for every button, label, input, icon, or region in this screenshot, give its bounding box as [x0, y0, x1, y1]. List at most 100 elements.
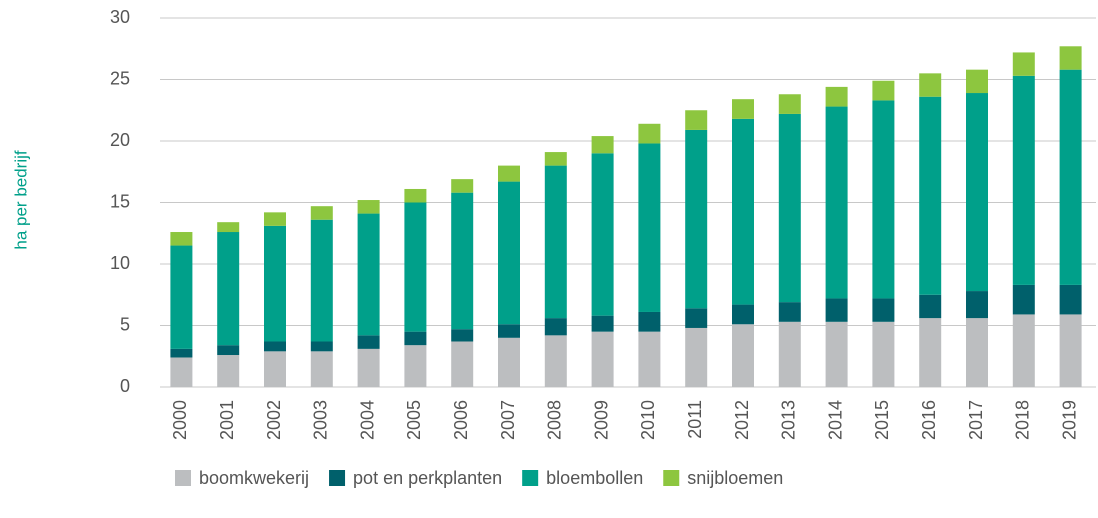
bar-segment — [1012, 284, 1035, 315]
bar-segment — [872, 80, 895, 101]
bar-segment — [498, 181, 520, 325]
y-tick-label: 5 — [120, 314, 130, 334]
bar-segment — [591, 153, 614, 316]
bar-segment — [778, 113, 801, 303]
bar-segment — [919, 96, 942, 295]
x-tick-label: 2018 — [1013, 400, 1033, 440]
bar-segment — [591, 136, 614, 154]
bar-segment — [357, 213, 380, 336]
bar-segment — [638, 331, 661, 387]
bar-segment — [498, 324, 520, 338]
bar-segment — [685, 129, 708, 309]
bar-segment — [357, 200, 380, 214]
bar-segment — [544, 152, 567, 166]
bar-segment — [872, 298, 895, 322]
bar-segment — [638, 123, 661, 144]
legend-swatch — [175, 470, 191, 486]
bar-segment — [825, 106, 848, 299]
legend-swatch — [663, 470, 680, 486]
bar-segment — [872, 100, 895, 299]
bar-segment — [264, 351, 286, 387]
x-tick-label: 2002 — [264, 400, 284, 440]
x-tick-label: 2012 — [732, 400, 752, 440]
bar-segment — [451, 192, 474, 330]
bar-segment — [685, 308, 708, 328]
legend-label: pot en perkplanten — [353, 468, 502, 488]
y-tick-label: 20 — [110, 130, 130, 150]
bar-segment — [1012, 75, 1035, 285]
bar-segment — [404, 188, 427, 203]
y-tick-label: 15 — [110, 191, 130, 211]
bar-segment — [357, 348, 380, 387]
bar-segment — [310, 206, 333, 220]
x-tick-label: 2004 — [357, 400, 377, 440]
bar-segment — [451, 329, 474, 342]
bar-segment — [404, 331, 427, 346]
x-tick-label: 2001 — [217, 400, 237, 440]
x-tick-label: 2006 — [451, 400, 471, 440]
y-tick-label: 10 — [110, 253, 130, 273]
bar-segment — [591, 331, 614, 387]
bar-segment — [732, 304, 754, 325]
y-tick-label: 30 — [110, 7, 130, 27]
bar-segment — [170, 232, 193, 246]
bar-segment — [310, 341, 333, 352]
bar-segment — [217, 345, 240, 356]
x-tick-label: 2008 — [545, 400, 565, 440]
bar-segment — [544, 318, 567, 336]
bar-segment — [1059, 46, 1082, 70]
bar-segment — [1059, 69, 1082, 285]
bar-segment — [966, 291, 988, 319]
bar-segment — [264, 225, 286, 342]
bar-segment — [451, 341, 474, 387]
bar-segment — [966, 93, 988, 292]
bar-segment — [685, 110, 708, 130]
x-tick-label: 2011 — [685, 400, 705, 439]
bar-segment — [264, 341, 286, 352]
x-tick-label: 2010 — [638, 400, 658, 440]
y-axis-label: ha per bedrijf — [11, 150, 30, 250]
bar-segment — [778, 321, 801, 387]
bar-segment — [966, 318, 988, 387]
bar-segment — [404, 202, 427, 332]
bar-segment — [498, 165, 520, 182]
x-tick-label: 2009 — [591, 400, 611, 440]
bar-segment — [310, 219, 333, 342]
bar-segment — [1012, 314, 1035, 387]
bar-segment — [825, 298, 848, 322]
x-tick-label: 2014 — [825, 400, 845, 440]
bar-segment — [264, 212, 286, 226]
x-tick-label: 2013 — [779, 400, 799, 440]
x-tick-label: 2016 — [919, 400, 939, 440]
bar-segment — [732, 324, 754, 387]
bar-segment — [170, 245, 193, 349]
bar-segment — [778, 94, 801, 114]
bar-segment — [170, 357, 193, 387]
bar-segment — [638, 311, 661, 332]
bar-segment — [170, 348, 193, 358]
y-tick-label: 0 — [120, 376, 130, 396]
bar-segment — [357, 335, 380, 349]
bar-segment — [919, 318, 942, 387]
bar-segment — [732, 118, 754, 305]
x-tick-label: 2007 — [498, 400, 518, 440]
bar-segment — [217, 232, 240, 346]
x-tick-label: 2003 — [311, 400, 331, 440]
bar-segment — [1059, 314, 1082, 387]
legend-label: snijbloemen — [687, 468, 783, 488]
x-tick-label: 2017 — [966, 400, 986, 440]
bar-segment — [872, 321, 895, 387]
legend-label: boomkwekerij — [199, 468, 309, 488]
bar-segment — [544, 165, 567, 319]
bar-segment — [778, 302, 801, 322]
x-tick-label: 2005 — [404, 400, 424, 440]
x-tick-label: 2015 — [872, 400, 892, 440]
bar-segment — [1012, 52, 1035, 76]
bar-segment — [544, 335, 567, 387]
bar-segment — [825, 86, 848, 107]
bar-segment — [919, 294, 942, 319]
bar-segment — [591, 315, 614, 332]
bar-segment — [498, 337, 520, 387]
bar-segment — [1059, 284, 1082, 315]
